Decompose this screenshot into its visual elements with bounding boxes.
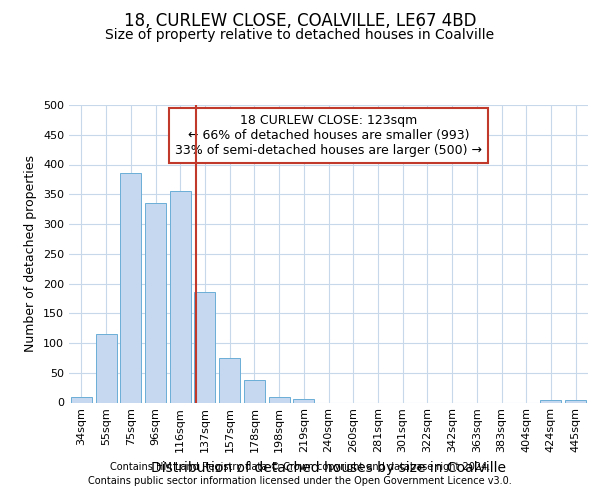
Bar	[219, 358, 240, 403]
Bar	[71, 396, 92, 402]
X-axis label: Distribution of detached houses by size in Coalville: Distribution of detached houses by size …	[151, 461, 506, 475]
Bar	[565, 400, 586, 402]
Bar	[95, 334, 116, 402]
Text: 18 CURLEW CLOSE: 123sqm
← 66% of detached houses are smaller (993)
33% of semi-d: 18 CURLEW CLOSE: 123sqm ← 66% of detache…	[175, 114, 482, 157]
Text: Size of property relative to detached houses in Coalville: Size of property relative to detached ho…	[106, 28, 494, 42]
Bar	[293, 399, 314, 402]
Y-axis label: Number of detached properties: Number of detached properties	[25, 155, 37, 352]
Bar	[170, 192, 191, 402]
Text: Contains HM Land Registry data © Crown copyright and database right 2024.: Contains HM Land Registry data © Crown c…	[110, 462, 490, 472]
Bar	[541, 400, 562, 402]
Text: Contains public sector information licensed under the Open Government Licence v3: Contains public sector information licen…	[88, 476, 512, 486]
Text: 18, CURLEW CLOSE, COALVILLE, LE67 4BD: 18, CURLEW CLOSE, COALVILLE, LE67 4BD	[124, 12, 476, 30]
Bar	[194, 292, 215, 403]
Bar	[120, 174, 141, 402]
Bar	[244, 380, 265, 402]
Bar	[145, 203, 166, 402]
Bar	[269, 396, 290, 402]
